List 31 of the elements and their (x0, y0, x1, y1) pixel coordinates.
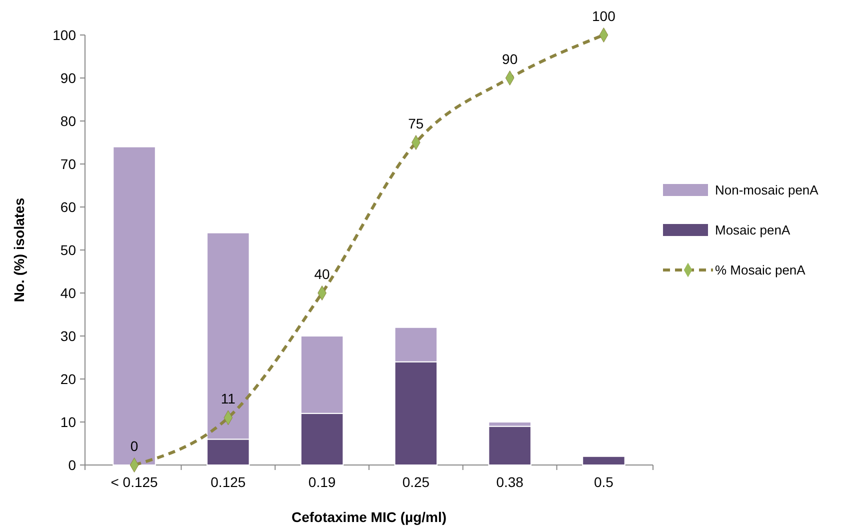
data-label: 0 (130, 438, 138, 454)
y-tick-label: 20 (60, 370, 76, 387)
y-tick-label: 0 (68, 456, 76, 473)
y-axis-title: No. (%) isolates (11, 198, 27, 302)
x-tick-label: 0.19 (308, 474, 336, 490)
y-tick-label: 80 (60, 112, 76, 129)
y-tick-label: 90 (60, 70, 76, 86)
data-label: 40 (314, 266, 330, 282)
y-tick-label: 10 (60, 414, 76, 430)
legend-label: % Mosaic penA (715, 262, 806, 278)
y-tick-label: 40 (60, 284, 76, 301)
x-tick-label: 0.38 (496, 474, 524, 490)
data-label: 11 (220, 390, 236, 407)
y-tick-label: 100 (52, 26, 76, 43)
data-label: 75 (408, 116, 424, 132)
x-axis-title: Cefotaxime MIC (µg/ml) (291, 509, 447, 525)
x-tick-label: 0.125 (210, 474, 246, 490)
data-label: 90 (502, 51, 518, 67)
y-tick-label: 30 (60, 328, 76, 344)
y-tick-label: 60 (60, 198, 76, 215)
legend-label: Mosaic penA (715, 222, 790, 238)
data-label: 100 (592, 8, 616, 24)
x-tick-label: 0.25 (402, 474, 430, 490)
y-tick-label: 70 (60, 156, 76, 172)
legend-label: Non-mosaic penA (715, 182, 819, 198)
x-tick-label: < 0.125 (110, 474, 158, 490)
bar (582, 456, 626, 466)
bar (112, 146, 156, 466)
bar (488, 426, 532, 466)
x-tick-label: 0.5 (594, 474, 614, 490)
y-tick-label: 50 (60, 242, 76, 258)
